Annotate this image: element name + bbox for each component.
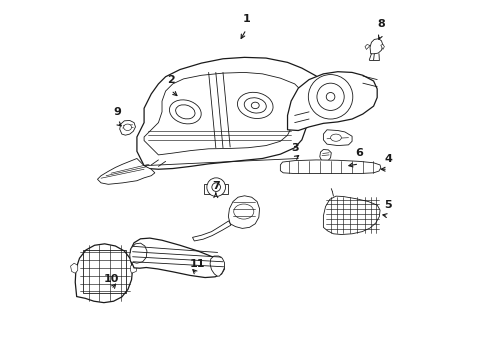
Text: 1: 1 <box>242 14 250 24</box>
Text: 5: 5 <box>384 201 391 211</box>
Polygon shape <box>129 243 147 263</box>
Polygon shape <box>137 57 323 169</box>
Polygon shape <box>130 264 137 273</box>
Text: 8: 8 <box>376 19 384 30</box>
Ellipse shape <box>233 204 253 219</box>
Polygon shape <box>70 263 78 273</box>
Circle shape <box>211 183 220 192</box>
Circle shape <box>325 93 334 101</box>
Ellipse shape <box>330 134 341 141</box>
Polygon shape <box>210 256 224 276</box>
Polygon shape <box>369 39 382 54</box>
Text: 10: 10 <box>103 274 119 284</box>
Polygon shape <box>364 44 369 49</box>
Text: 2: 2 <box>167 75 175 85</box>
Text: 4: 4 <box>383 154 391 164</box>
Text: 7: 7 <box>211 181 219 191</box>
Polygon shape <box>280 160 380 174</box>
Text: 9: 9 <box>113 107 121 117</box>
Polygon shape <box>192 221 230 241</box>
Polygon shape <box>144 72 305 155</box>
Polygon shape <box>120 121 135 135</box>
Text: 11: 11 <box>189 258 204 269</box>
Polygon shape <box>228 196 259 228</box>
Polygon shape <box>319 149 330 161</box>
Text: 6: 6 <box>355 148 363 158</box>
Ellipse shape <box>169 100 201 124</box>
Polygon shape <box>323 130 351 145</box>
Polygon shape <box>75 244 132 303</box>
Ellipse shape <box>237 92 272 118</box>
Ellipse shape <box>175 105 195 119</box>
Polygon shape <box>97 158 155 184</box>
Ellipse shape <box>244 98 266 113</box>
Ellipse shape <box>251 102 259 109</box>
Ellipse shape <box>123 124 131 131</box>
Polygon shape <box>204 184 227 194</box>
Text: 3: 3 <box>290 143 298 153</box>
Polygon shape <box>323 196 379 234</box>
Polygon shape <box>130 238 224 278</box>
Circle shape <box>206 178 225 197</box>
Circle shape <box>316 83 344 111</box>
Polygon shape <box>380 44 384 49</box>
Circle shape <box>308 75 352 119</box>
Polygon shape <box>287 72 376 131</box>
